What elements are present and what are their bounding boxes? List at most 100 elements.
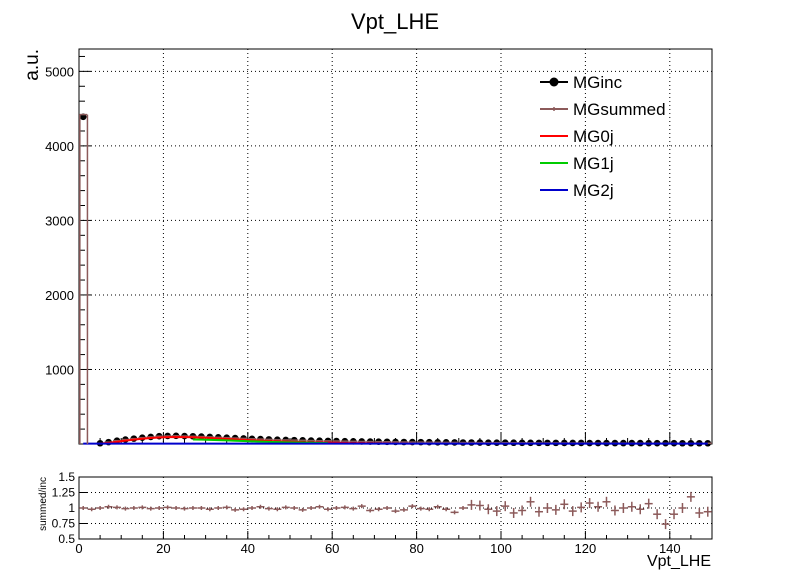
legend-entry: MGsummed [540, 100, 666, 119]
ratio-point [594, 501, 603, 512]
ratio-point [602, 496, 611, 507]
ratio-point [121, 506, 130, 511]
ratio-x-tick-label: 20 [156, 541, 170, 556]
ratio-point [416, 506, 425, 511]
ratio-point [172, 506, 181, 510]
ratio-point [450, 510, 459, 515]
main-y-axis-label: a.u. [22, 49, 43, 81]
ratio-point [87, 507, 96, 512]
ratio-point [273, 507, 282, 512]
ratio-point [104, 504, 113, 509]
legend-entry: MG0j [540, 127, 614, 146]
ratio-y-ticks: 0.50.75 11.25 1.5 [52, 470, 87, 546]
main-y-tick-label: 2000 [45, 288, 74, 303]
main-y-tick-label: 3000 [45, 213, 74, 228]
ratio-point [281, 505, 290, 510]
ratio-x-tick-label: 80 [409, 541, 423, 556]
ratio-point [307, 506, 316, 510]
ratio-point [332, 506, 341, 510]
ratio-point [112, 505, 121, 510]
ratio-point [366, 508, 375, 513]
ratio-y-tick-label: 0.75 [52, 517, 76, 531]
legend-entry: MGinc [540, 73, 623, 92]
main-y-tick-label: 1000 [45, 362, 74, 377]
ratio-point [264, 506, 273, 511]
ratio-point [568, 506, 577, 517]
legend-entry: MG2j [540, 181, 614, 200]
ratio-x-axis-label: Vpt_LHE [647, 553, 711, 570]
ratio-point [399, 507, 408, 512]
ratio-y-tick-label: 0.5 [58, 532, 75, 546]
ratio-x-tick-label: 100 [490, 541, 512, 556]
series-MGinc [79, 113, 712, 447]
ratio-point [315, 504, 324, 509]
ratio-point [383, 506, 392, 510]
main-series [79, 113, 712, 447]
ratio-point [577, 502, 586, 513]
series-MGsummed [79, 113, 712, 445]
legend-label: MG0j [573, 127, 614, 146]
chart-title: Vpt_LHE [351, 9, 439, 34]
ratio-x-tick-label: 60 [325, 541, 339, 556]
legend: MGinc MGsummed MG0j MG1j MG2j [540, 73, 666, 200]
ratio-point [231, 507, 240, 512]
ratio-point [551, 504, 560, 515]
ratio-point [661, 519, 670, 530]
main-y-ticks: 1000 2000 3000 4000 5000 [45, 55, 91, 430]
ratio-point [484, 504, 493, 515]
ratio-point [678, 503, 687, 513]
ratio-point [526, 496, 535, 507]
ratio-point [543, 503, 552, 513]
ratio-y-tick-label: 1.5 [58, 470, 75, 484]
ratio-point [298, 507, 307, 512]
ratio-x-tick-label: 40 [241, 541, 255, 556]
ratio-y-tick-label: 1 [68, 501, 75, 515]
ratio-point [433, 504, 442, 509]
ratio-point [619, 503, 628, 513]
ratio-point [408, 504, 417, 509]
ratio-point [129, 506, 138, 510]
ratio-point [534, 506, 543, 517]
legend-label: MG2j [573, 181, 614, 200]
ratio-point [391, 509, 400, 514]
ratio-point [560, 499, 569, 510]
ratio-point [163, 505, 172, 510]
ratio-point [501, 501, 510, 512]
ratio-x-ticks: 0 20 40 60 80 100 120 140 [75, 531, 713, 556]
ratio-x-tick-label: 0 [75, 541, 82, 556]
main-y-tick-label: 5000 [45, 64, 74, 79]
ratio-point [340, 505, 349, 510]
ratio-point [146, 506, 155, 511]
ratio-point [442, 507, 451, 512]
ratio-point [349, 506, 358, 511]
ratio-points [79, 491, 712, 530]
ratio-point [585, 498, 594, 509]
legend-label: MG1j [573, 154, 614, 173]
legend-label: MGsummed [573, 100, 666, 119]
ratio-point [256, 504, 265, 509]
ratio-point [653, 509, 662, 520]
ratio-point [205, 507, 214, 512]
ratio-point [248, 506, 257, 510]
ratio-x-tick-label: 120 [575, 541, 597, 556]
ratio-point [180, 506, 189, 511]
main-y-tick-label: 4000 [45, 139, 74, 154]
ratio-point [670, 509, 679, 520]
ratio-point [703, 506, 712, 517]
ratio-point [518, 505, 527, 516]
ratio-point [425, 507, 434, 512]
ratio-point [610, 505, 619, 516]
ratio-point [475, 500, 484, 511]
ratio-point [459, 506, 468, 510]
ratio-point [214, 506, 223, 510]
ratio-point [509, 507, 518, 518]
main-grid [79, 49, 712, 444]
ratio-point [290, 506, 299, 510]
ratio-point [636, 504, 645, 515]
ratio-point [323, 507, 332, 512]
ratio-point [627, 501, 636, 512]
ratio-y-axis-label: summed/inc [38, 477, 49, 531]
ratio-point [686, 491, 695, 502]
